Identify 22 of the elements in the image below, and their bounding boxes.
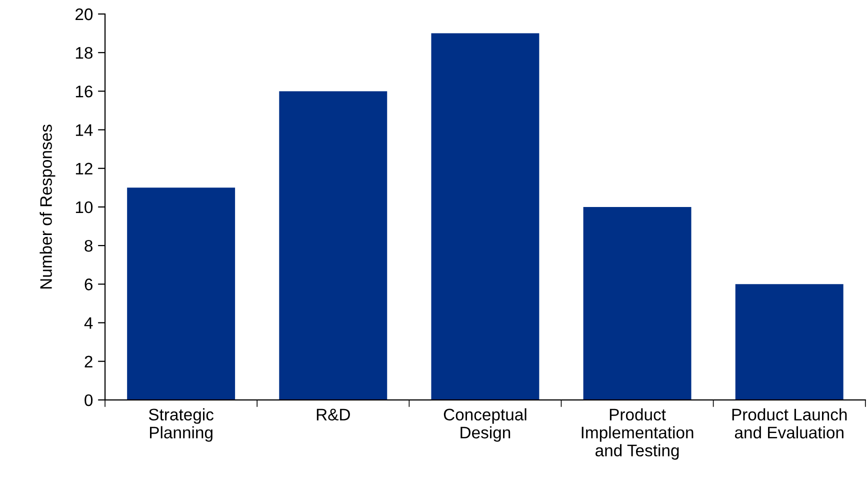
y-tick-label: 12 — [76, 162, 92, 174]
y-tick-label: 18 — [76, 47, 92, 59]
y-tick-label: 20 — [76, 8, 93, 20]
bar — [431, 33, 540, 400]
bar — [279, 91, 388, 400]
bar — [583, 206, 692, 400]
y-tick-label: 6 — [84, 278, 92, 290]
y-axis-title: Number of Responses — [40, 124, 56, 289]
y-tick-label: 16 — [76, 86, 92, 98]
y-tick-label: 8 — [84, 240, 92, 252]
x-tick-label: Conceptual Design — [444, 408, 526, 442]
y-tick-label: 0 — [84, 394, 93, 406]
bar — [127, 188, 236, 400]
x-tick-label: R&D — [316, 408, 350, 420]
y-tick-label: 4 — [84, 317, 93, 329]
x-tick-label: Product Implementation and Testing — [582, 408, 694, 460]
x-tick-label: Strategic Planning — [148, 408, 214, 442]
y-tick-label: 10 — [76, 201, 93, 214]
x-tick-label: Product Launch and Evaluation — [732, 408, 847, 438]
y-tick-label: 2 — [84, 356, 92, 368]
y-tick-label: 14 — [76, 124, 93, 136]
bar — [735, 284, 844, 400]
